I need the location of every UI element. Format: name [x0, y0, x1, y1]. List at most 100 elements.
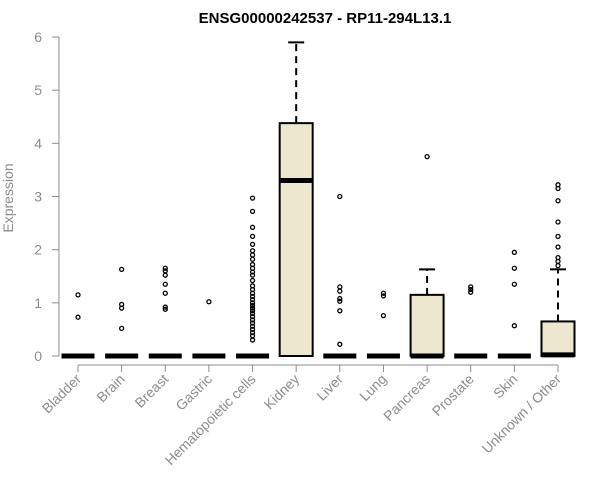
outlier-point — [249, 252, 256, 258]
outlier-point — [424, 153, 430, 160]
outlier-point — [555, 258, 561, 265]
box-group — [105, 266, 139, 359]
outlier-point — [511, 281, 518, 287]
outlier-point — [249, 277, 256, 284]
x-tick-label: Kidney — [261, 371, 303, 413]
outlier-point — [249, 248, 256, 254]
outlier-point — [249, 224, 256, 230]
outlier-point — [511, 265, 518, 271]
box-group — [278, 41, 314, 357]
x-tick-label: Prostate — [429, 371, 477, 419]
outlier-point — [511, 323, 518, 329]
outlier-point — [249, 256, 256, 262]
outlier-point — [118, 305, 125, 311]
box-group — [366, 290, 400, 359]
outlier-point — [249, 310, 256, 317]
box-group — [192, 299, 226, 359]
outlier-point — [75, 314, 81, 320]
outlier-point — [380, 290, 387, 296]
outlier-point — [249, 326, 256, 333]
outlier-point — [249, 269, 256, 275]
outlier-point — [337, 298, 343, 304]
outlier-point — [555, 244, 561, 250]
outlier-point — [337, 284, 343, 290]
outlier-point — [249, 329, 256, 336]
y-tick-label: 2 — [34, 242, 42, 258]
outlier-point — [249, 323, 256, 329]
x-tick-label: Gastric — [172, 371, 215, 414]
outlier-point — [511, 249, 518, 255]
box-rect — [278, 122, 314, 357]
outlier-point — [206, 299, 212, 305]
box-group — [148, 265, 182, 359]
outlier-point — [380, 312, 387, 319]
y-tick-label: 6 — [34, 29, 42, 45]
box-rect — [409, 293, 445, 358]
outlier-point — [468, 289, 474, 295]
chart-title: ENSG00000242537 - RP11-294L13.1 — [199, 10, 452, 27]
outlier-point — [162, 281, 168, 287]
outlier-point — [162, 272, 168, 278]
outlier-point — [75, 292, 81, 298]
outlier-point — [555, 233, 561, 240]
outlier-point — [468, 284, 474, 290]
box-group — [409, 153, 445, 359]
y-tick-label: 4 — [34, 135, 42, 151]
x-tick-label: Skin — [490, 371, 521, 402]
x-tick-label: Bladder — [39, 371, 85, 417]
x-tick-label: Liver — [313, 371, 346, 404]
outlier-point — [249, 314, 256, 320]
boxes-layer — [61, 41, 576, 359]
outlier-point — [249, 272, 256, 278]
x-tick-label: Breast — [131, 371, 171, 411]
outlier-point — [249, 208, 256, 215]
outlier-point — [249, 195, 256, 201]
outlier-point — [249, 308, 256, 314]
outlier-point — [162, 268, 168, 274]
outlier-point — [337, 193, 343, 200]
box-group — [323, 193, 357, 359]
x-tick-label: Brain — [93, 371, 127, 405]
outlier-point — [380, 293, 387, 299]
outlier-point — [162, 290, 168, 296]
y-axis-label: Expression — [0, 163, 16, 232]
box-group — [540, 182, 576, 358]
outlier-point — [337, 295, 343, 302]
y-tick-label: 1 — [34, 295, 42, 311]
outlier-point — [162, 306, 168, 312]
outlier-point — [118, 266, 125, 272]
outlier-point — [249, 296, 256, 303]
outlier-point — [249, 241, 256, 248]
box-group — [454, 284, 488, 359]
box-rect — [540, 320, 576, 358]
outlier-point — [337, 341, 343, 347]
outlier-point — [555, 262, 561, 269]
outlier-point — [555, 219, 561, 225]
outlier-point — [468, 286, 474, 293]
y-tick-label: 3 — [34, 189, 42, 205]
outlier-point — [249, 305, 256, 311]
outlier-point — [162, 304, 168, 310]
outlier-point — [118, 325, 125, 332]
outlier-point — [555, 198, 561, 204]
outlier-point — [337, 288, 343, 294]
outlier-point — [249, 337, 256, 343]
box-group — [236, 195, 270, 359]
y-tick-label: 5 — [34, 82, 42, 98]
box-group — [61, 292, 95, 359]
outlier-point — [249, 302, 256, 309]
outlier-point — [249, 320, 256, 326]
x-tick-label: Pancreas — [380, 371, 433, 424]
outlier-point — [249, 293, 256, 300]
outlier-point — [249, 333, 256, 339]
x-tick-label: Lung — [356, 371, 389, 404]
outlier-point — [555, 185, 561, 192]
x-tick-label: Unknown / Other — [479, 371, 565, 457]
outlier-point — [249, 317, 256, 323]
y-tick-label: 0 — [34, 348, 42, 364]
outlier-point — [162, 265, 168, 271]
y-axis: 0 1 2 3 4 5 6 — [34, 29, 60, 364]
box-group — [497, 249, 531, 359]
